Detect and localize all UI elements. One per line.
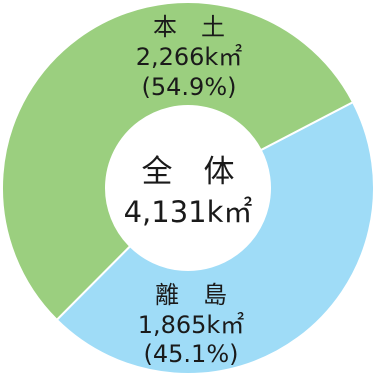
slice-label-ritou-percent: (45.1%) [144, 340, 239, 368]
slice-label-ritou-area: 1,865k㎡ [138, 311, 245, 339]
slice-label-hondo-percent: (54.9%) [142, 73, 237, 101]
slice-label-ritou-name: 離 島 [155, 281, 227, 309]
slice-label-hondo-area: 2,266k㎡ [136, 43, 243, 71]
center-total: 4,131k㎡ [124, 195, 253, 229]
center-title: 全 体 [142, 154, 235, 190]
slice-label-hondo-name: 本 土 [153, 13, 225, 41]
center-hole [106, 106, 270, 270]
